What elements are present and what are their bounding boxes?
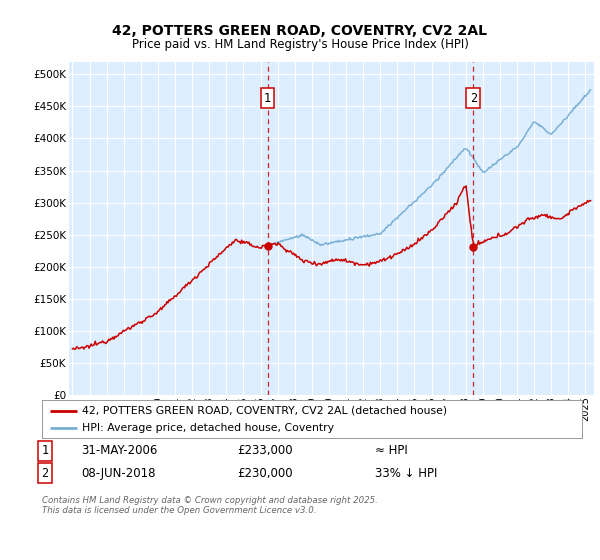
Text: 2: 2 bbox=[470, 92, 477, 105]
Text: 2: 2 bbox=[41, 466, 49, 480]
Text: £233,000: £233,000 bbox=[237, 444, 293, 458]
Text: 33% ↓ HPI: 33% ↓ HPI bbox=[375, 466, 437, 480]
Text: ≈ HPI: ≈ HPI bbox=[375, 444, 408, 458]
Text: 1: 1 bbox=[41, 444, 49, 458]
Text: 42, POTTERS GREEN ROAD, COVENTRY, CV2 2AL: 42, POTTERS GREEN ROAD, COVENTRY, CV2 2A… bbox=[113, 24, 487, 38]
Text: HPI: Average price, detached house, Coventry: HPI: Average price, detached house, Cove… bbox=[83, 423, 335, 433]
Text: £230,000: £230,000 bbox=[237, 466, 293, 480]
Text: 1: 1 bbox=[264, 92, 271, 105]
Text: 42, POTTERS GREEN ROAD, COVENTRY, CV2 2AL (detached house): 42, POTTERS GREEN ROAD, COVENTRY, CV2 2A… bbox=[83, 405, 448, 416]
Text: 31-MAY-2006: 31-MAY-2006 bbox=[81, 444, 157, 458]
Text: Contains HM Land Registry data © Crown copyright and database right 2025.
This d: Contains HM Land Registry data © Crown c… bbox=[42, 496, 378, 515]
Text: 08-JUN-2018: 08-JUN-2018 bbox=[81, 466, 155, 480]
Text: Price paid vs. HM Land Registry's House Price Index (HPI): Price paid vs. HM Land Registry's House … bbox=[131, 38, 469, 50]
